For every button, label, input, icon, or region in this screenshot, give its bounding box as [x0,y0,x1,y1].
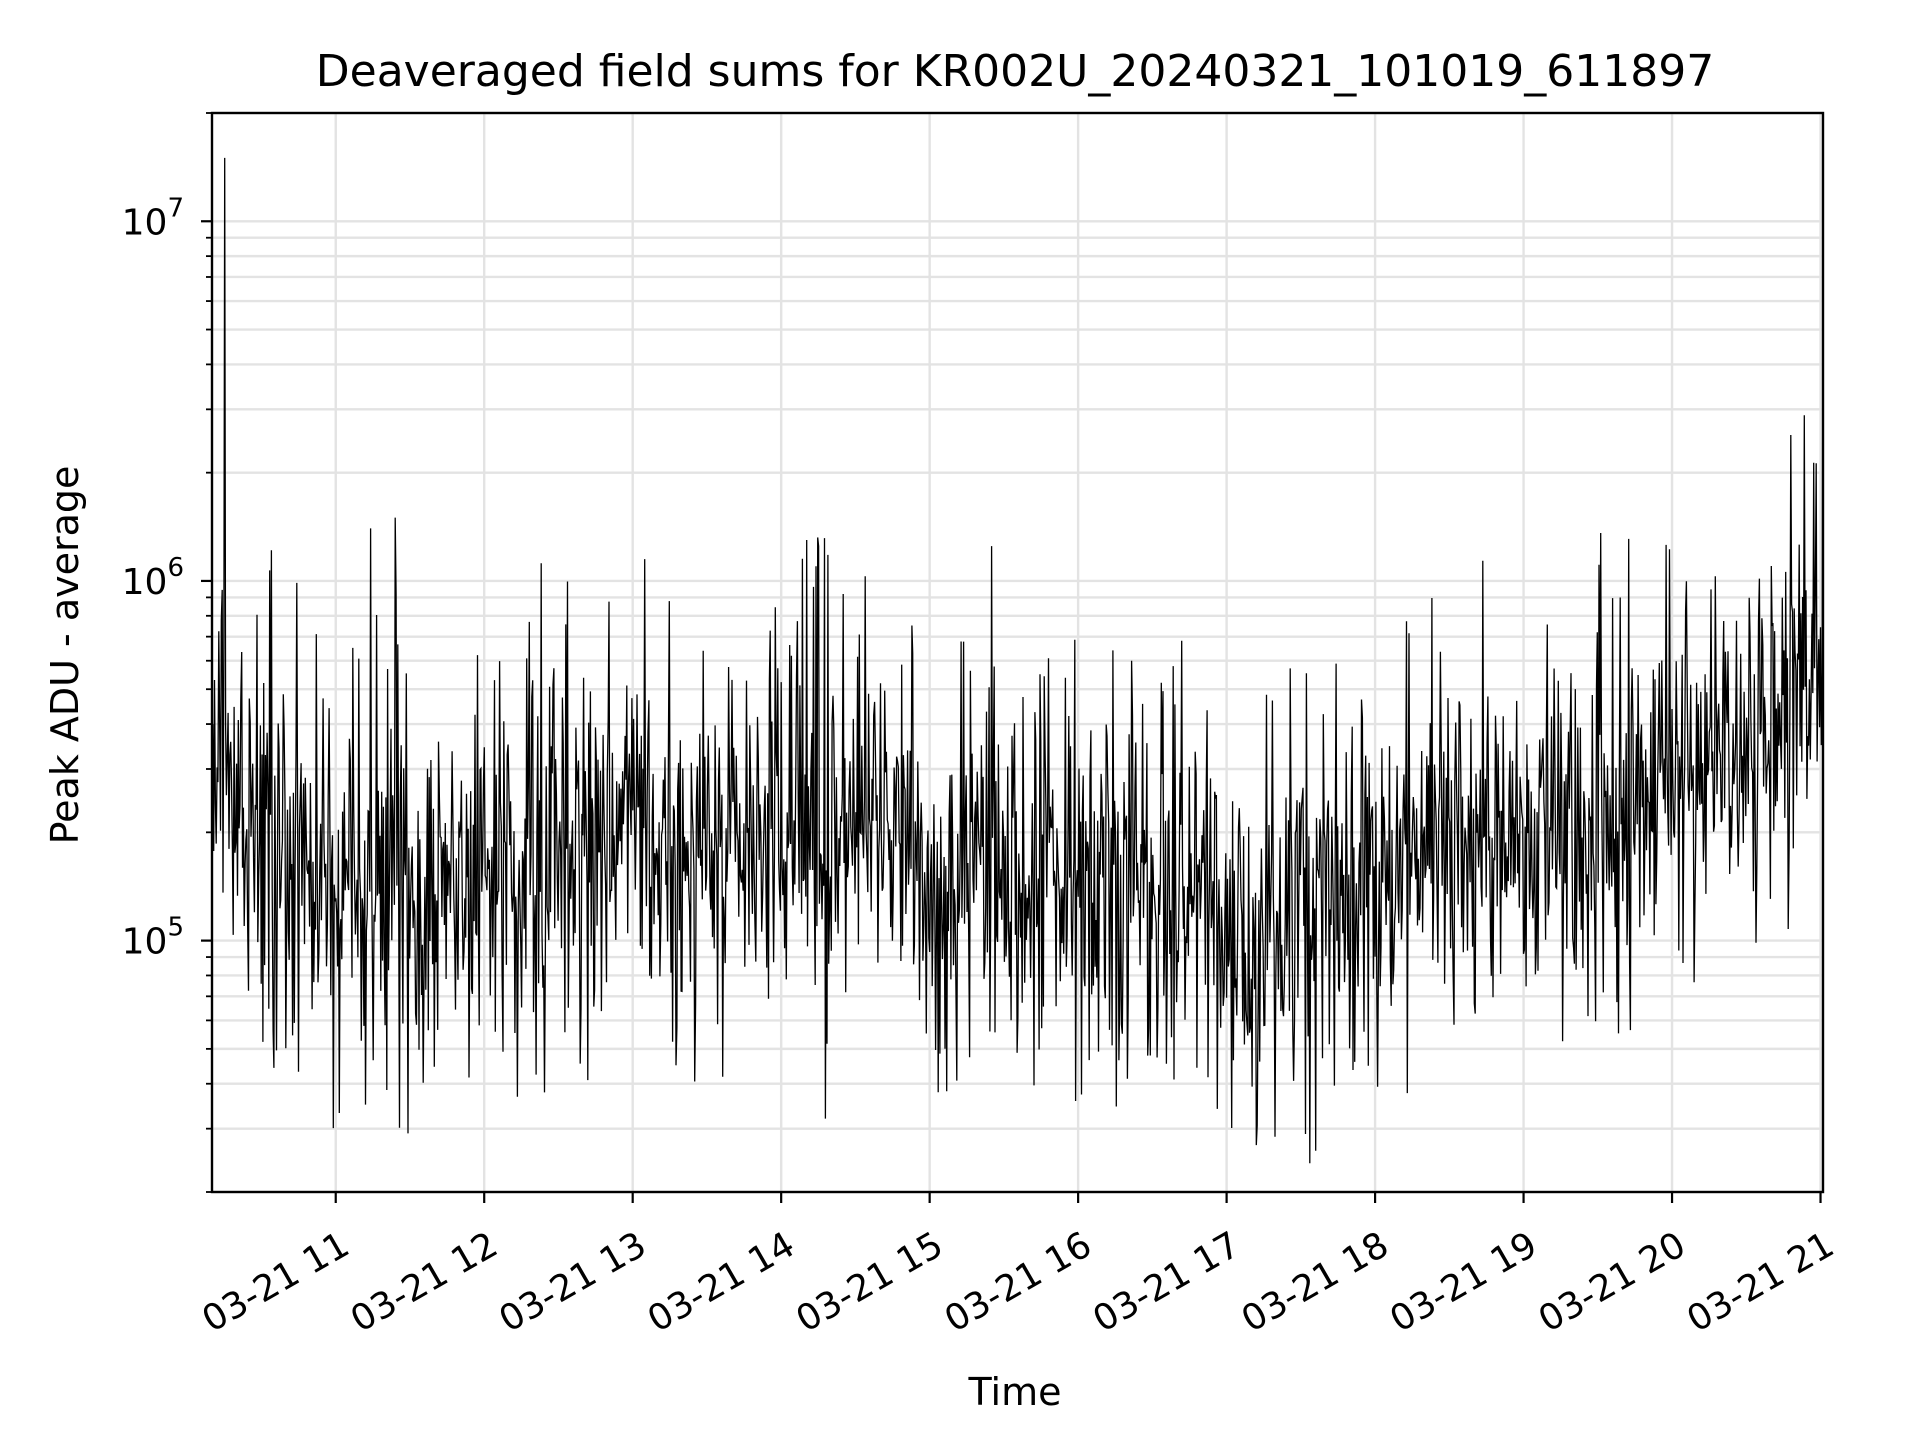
y-tick-exponent: 5 [167,913,184,943]
chart-title: Deaveraged field sums for KR002U_2024032… [316,46,1714,97]
y-tick-exponent: 6 [167,553,184,583]
y-tick-label: 106 [122,553,184,603]
plot-frame [210,111,1825,1194]
y-tick-base: 10 [122,562,168,603]
y-tick-exponent: 7 [167,193,184,223]
y-tick-base: 10 [122,922,168,963]
y-tick-label: 105 [122,913,184,963]
y-axis-label: Peak ADU - average [43,466,87,845]
series-layer [211,157,1824,1164]
x-axis-label: Time [968,1370,1062,1414]
y-tick-label: 107 [122,193,184,243]
series-line [211,157,1824,1164]
y-tick-base: 10 [122,202,168,243]
